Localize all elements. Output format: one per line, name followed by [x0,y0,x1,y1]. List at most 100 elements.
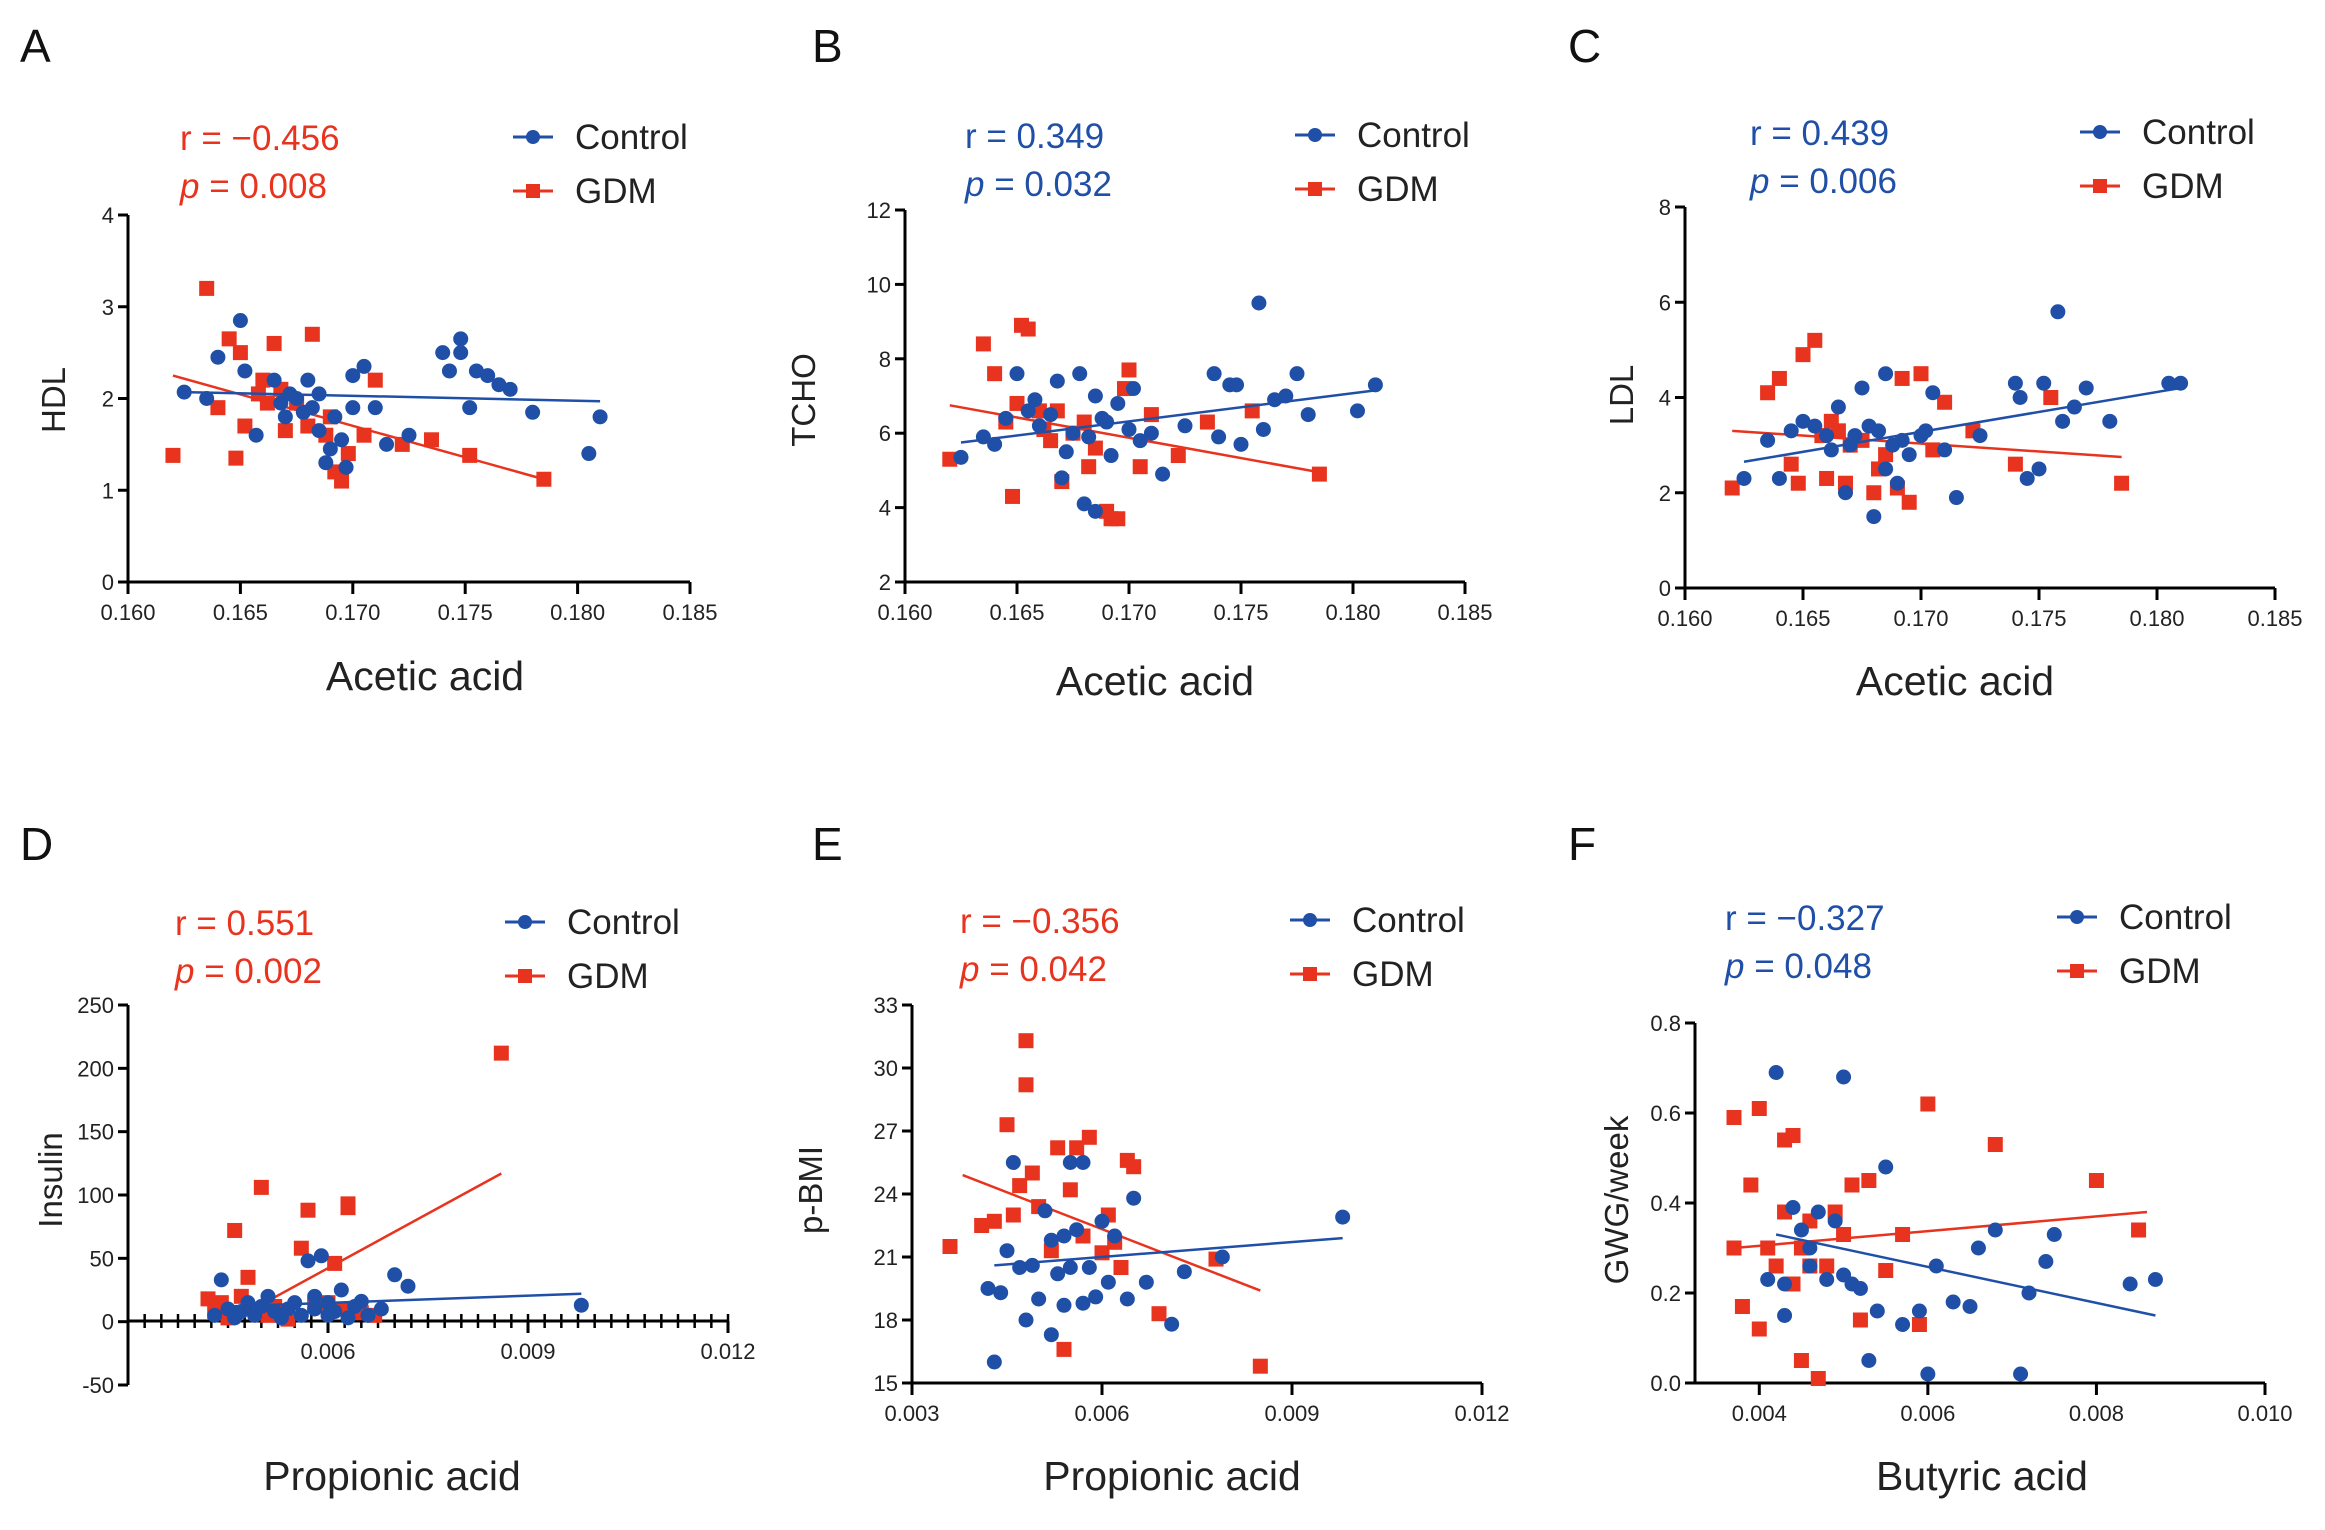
data-point-gdm [1768,1258,1784,1274]
data-point-control [987,436,1003,452]
data-point-gdm [300,418,316,434]
y-axis-title: LDL [1603,365,1640,426]
data-point-control [1020,403,1036,419]
data-point-control [1155,466,1171,482]
data-point-control [1043,1327,1059,1343]
data-point-control [1164,1316,1180,1332]
data-point-gdm [986,1213,1002,1229]
data-point-gdm [240,1269,256,1285]
data-point-control [1251,295,1267,311]
legend-marker-gdm [526,184,540,198]
data-point-control [1062,1260,1078,1275]
legend-marker-control [526,130,540,144]
data-point-gdm [1043,1243,1059,1259]
data-point-control [1972,428,1988,444]
data-point-control [1050,1266,1066,1282]
series-control [980,1155,1351,1370]
panel-letter: C [1568,20,1601,72]
data-point-control [2012,390,2028,405]
data-point-control [304,400,320,416]
data-point-control [1937,442,1953,458]
legend-label-gdm: GDM [575,172,657,211]
series-control [1736,304,2189,525]
data-point-gdm [165,447,181,463]
y-tick-label: 2 [1659,481,1671,506]
data-point-control [210,349,226,365]
data-point-control [322,441,338,457]
data-point-control [1099,414,1115,430]
y-tick-label: 0.4 [1650,1191,1681,1216]
legend-marker-gdm [1308,182,1322,196]
data-point-control [400,1278,416,1294]
y-tick-label: 0.6 [1650,1101,1681,1126]
fit-line-control [1743,386,2181,464]
data-point-gdm [1783,456,1799,472]
data-point-control [1138,1274,1154,1290]
x-axis-title: Acetic acid [1856,658,2054,704]
data-point-gdm [2088,1173,2104,1188]
stat-p: p = 0.048 [1724,947,1872,986]
panel-a: A r = −0.456 p = 0.008 Control GDM HDL A… [20,20,718,699]
legend-marker-control [2093,125,2107,139]
data-point-gdm [300,1202,316,1218]
data-point-control [1830,399,1846,415]
data-point-control [1069,1222,1085,1238]
data-point-gdm [423,432,439,448]
data-point-control [1110,395,1126,411]
stat-r: r = −0.356 [960,902,1120,941]
data-point-control [340,1310,356,1326]
data-point-gdm [1901,494,1917,510]
data-point-gdm [1861,1173,1877,1188]
data-point-control [1760,1272,1776,1287]
data-point-control [1771,470,1787,486]
data-point-gdm [493,1045,509,1061]
fit-line-control [184,390,601,403]
data-point-gdm [1043,433,1059,449]
data-point-gdm [1894,370,1910,386]
data-point-gdm [1062,1182,1078,1198]
data-point-control [1031,418,1047,434]
data-point-gdm [974,1218,990,1233]
data-point-gdm [1785,1128,1801,1143]
legend-label-gdm: GDM [1352,955,1434,994]
data-point-control [1088,1289,1104,1305]
data-point-gdm [304,326,320,342]
data-point-gdm [221,331,237,347]
data-point-gdm [1760,1240,1776,1256]
x-tick-label: 0.003 [884,1401,939,1426]
data-point-control [1094,1213,1110,1229]
data-point-control [1736,470,1752,486]
data-point-control [338,459,354,475]
data-point-gdm [228,450,244,466]
data-point-gdm [1005,488,1021,504]
data-point-gdm [1751,1101,1767,1116]
data-point-control [1054,470,1070,486]
stat-p: p = 0.006 [1749,162,1897,201]
data-point-control [2050,304,2066,320]
legend-label-gdm: GDM [2142,167,2224,206]
data-point-control [1024,1257,1040,1273]
data-point-control [1837,485,1853,501]
series-control [1760,1065,2163,1382]
data-point-control [453,345,469,361]
y-tick-label: 21 [874,1245,898,1270]
stat-p: p = 0.002 [174,952,322,991]
data-point-gdm [199,280,215,296]
stat-r: r = 0.349 [965,117,1104,156]
series-gdm [942,1033,1268,1374]
stat-p: p = 0.032 [964,165,1112,204]
data-point-gdm [1087,440,1103,456]
data-point-gdm [1743,1177,1759,1193]
y-axis-title: HDL [35,367,72,433]
data-point-control [1132,433,1148,449]
y-tick-label: 6 [1659,290,1671,315]
legend-marker-gdm [518,969,532,983]
panel-f: F r = −0.327 p = 0.048 Control GDM GWG/w… [1568,818,2293,1499]
data-point-gdm [277,423,293,439]
fit-line-gdm [234,1172,502,1321]
x-tick-label: 0.160 [100,600,155,625]
x-axis-title: Propionic acid [263,1453,521,1499]
x-axis-title: Butyric acid [1876,1453,2088,1499]
data-point-control [1206,366,1222,382]
